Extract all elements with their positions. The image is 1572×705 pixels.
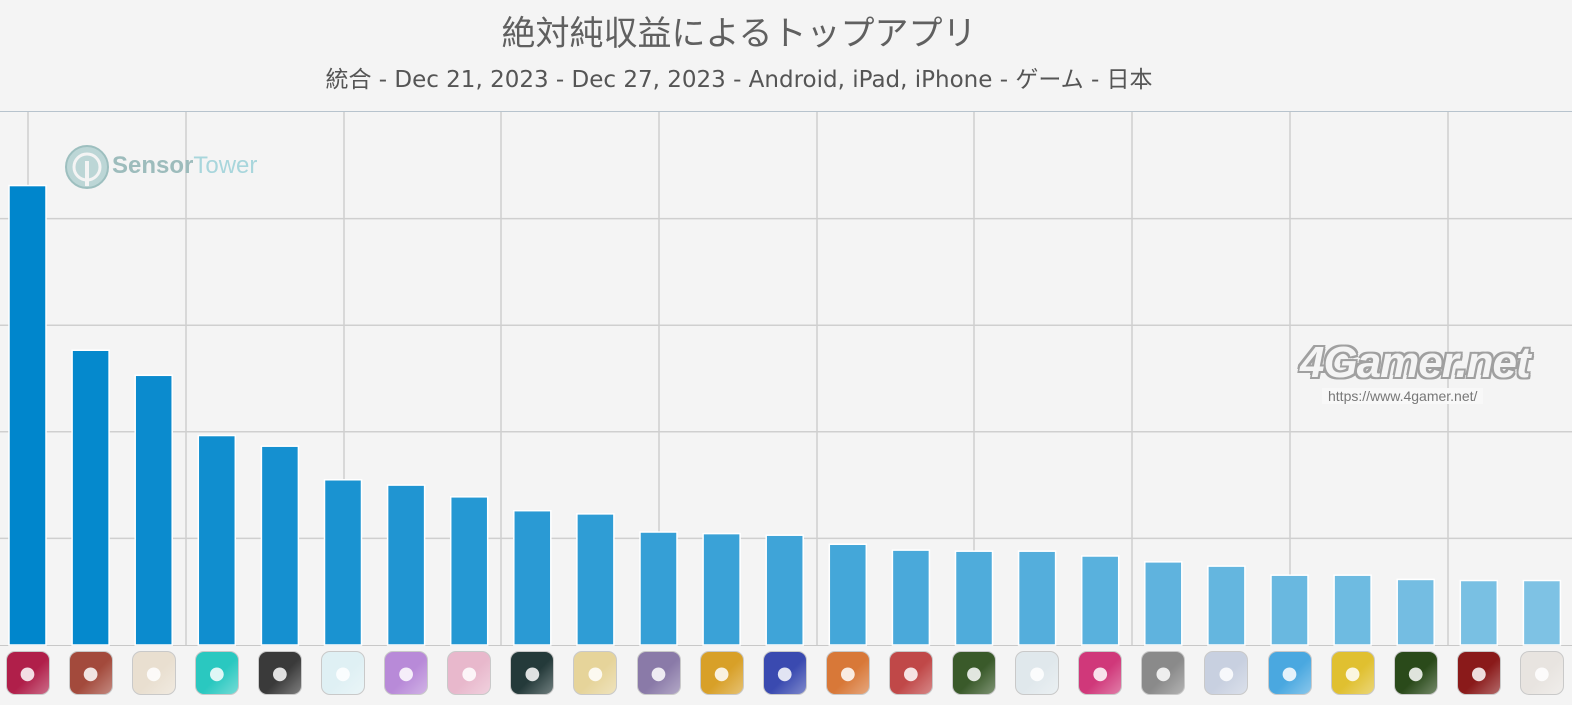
app-icon-glyph: ● — [461, 662, 478, 684]
app-icon-glyph: ● — [272, 662, 288, 684]
puzzle-characters-icon[interactable]: ● — [636, 651, 681, 695]
knight-girl-icon[interactable]: ● — [573, 651, 618, 695]
app-icon-glyph: ● — [1281, 662, 1298, 684]
app-icon-glyph: ● — [650, 662, 667, 684]
three-kingdoms-icon[interactable]: ● — [1456, 651, 1501, 695]
4gamer-watermark: 4Gamer.net — [1300, 338, 1531, 387]
app-icon-glyph: ● — [398, 662, 414, 684]
bar[interactable] — [71, 349, 110, 646]
bar[interactable] — [1522, 579, 1562, 646]
horse-girl-icon[interactable]: ● — [384, 651, 429, 695]
bar[interactable] — [954, 550, 994, 646]
slime-icon[interactable]: ● — [194, 651, 239, 695]
monster-collection-icon[interactable]: ● — [1393, 651, 1438, 695]
bar[interactable] — [1080, 555, 1120, 646]
app-icon-glyph: ● — [1155, 662, 1172, 684]
pirate-crew-icon[interactable]: ● — [825, 651, 870, 695]
app-icon-glyph: ● — [19, 662, 36, 684]
app-icon-glyph: ● — [839, 662, 856, 684]
bar[interactable] — [323, 479, 363, 646]
now-badge-icon[interactable]: ● — [510, 651, 555, 695]
music-idol-icon[interactable]: ● — [1078, 651, 1123, 695]
bar[interactable] — [576, 513, 615, 646]
app-icon-glyph: ● — [966, 662, 982, 684]
app-icon-glyph: ● — [145, 662, 162, 684]
soccer-mascot-icon[interactable]: ● — [321, 651, 365, 695]
bar[interactable] — [197, 434, 237, 646]
app-icon-glyph: ● — [208, 662, 225, 684]
4gamer-url-watermark: https://www.4gamer.net/ — [1322, 388, 1484, 404]
dragon-game-icon[interactable]: ● — [5, 651, 50, 695]
app-icon-glyph: ● — [1344, 662, 1361, 684]
royale-king-icon[interactable]: ● — [762, 651, 807, 695]
app-icon-glyph: ● — [1534, 662, 1550, 684]
chart-title: 絶対純収益によるトップアプリ — [501, 14, 977, 54]
bar[interactable] — [1017, 550, 1057, 646]
bar[interactable] — [449, 496, 489, 646]
app-icon-glyph: ● — [713, 662, 730, 684]
header-divider — [0, 111, 1572, 112]
app-icon-glyph: ● — [776, 662, 793, 684]
pixel-heroes-icon[interactable]: ● — [952, 651, 996, 695]
sensor-tower-watermark: SensorTower — [112, 152, 257, 180]
bar[interactable] — [891, 549, 931, 646]
pokeball-icon[interactable]: ● — [1015, 651, 1060, 695]
app-icon-glyph: ● — [335, 662, 351, 684]
chart-subtitle: 統合 - Dec 21, 2023 - Dec 27, 2023 - Andro… — [325, 67, 1153, 93]
app-icon-row: ● ● ● ● ● ● ● ● ● ● ● ● ● ● ● ● ● ● ● ● ● ● ● ● ● — [0, 651, 1572, 699]
white-hair-girl-icon[interactable]: ● — [1519, 651, 1564, 695]
fighter-gold-icon[interactable]: ● — [699, 651, 744, 695]
app-icon-glyph: ● — [1092, 662, 1109, 684]
silver-hair-girl-icon[interactable]: ● — [1204, 651, 1249, 695]
bar[interactable] — [386, 484, 426, 646]
bar[interactable] — [1396, 578, 1435, 646]
bar[interactable] — [1333, 574, 1372, 646]
bar[interactable] — [1144, 561, 1183, 646]
bar[interactable] — [765, 534, 804, 646]
bar[interactable] — [1270, 574, 1309, 646]
app-icon-glyph: ● — [903, 662, 919, 684]
blue-idol-icon[interactable]: ● — [1267, 651, 1312, 695]
anime-girl-pink-icon[interactable]: ● — [447, 651, 492, 695]
bar[interactable] — [513, 509, 552, 646]
bar[interactable] — [639, 531, 678, 646]
genshin-character-icon[interactable]: ● — [131, 651, 176, 695]
bar[interactable] — [260, 445, 300, 646]
bar[interactable] — [8, 184, 47, 646]
app-icon-glyph: ● — [524, 662, 541, 684]
bar[interactable] — [134, 374, 173, 646]
anime-hero-icon[interactable]: ● — [68, 651, 113, 695]
app-icon-glyph: ● — [1470, 662, 1487, 684]
bar-series — [8, 184, 1562, 646]
baseball-team-icon[interactable]: ● — [257, 651, 302, 695]
app-icon-glyph: ● — [82, 662, 99, 684]
bar[interactable] — [702, 532, 741, 646]
app-icon-glyph: ● — [1407, 662, 1424, 684]
bar[interactable] — [1459, 579, 1499, 646]
sensor-watermark-tail: Tower — [193, 152, 258, 179]
bar[interactable] — [828, 543, 868, 646]
app-icon-glyph: ● — [1218, 662, 1235, 684]
baseball-player-icon[interactable]: ● — [1330, 651, 1375, 695]
sensor-watermark-main: Sensor — [112, 152, 194, 179]
red-hair-girl-icon[interactable]: ● — [888, 651, 933, 695]
app-icon-glyph: ● — [587, 662, 604, 684]
app-icon-glyph: ● — [1029, 662, 1045, 684]
bar[interactable] — [1207, 565, 1246, 646]
sensor-tower-logo-icon — [65, 145, 109, 189]
mecha-icon[interactable]: ● — [1141, 651, 1186, 695]
